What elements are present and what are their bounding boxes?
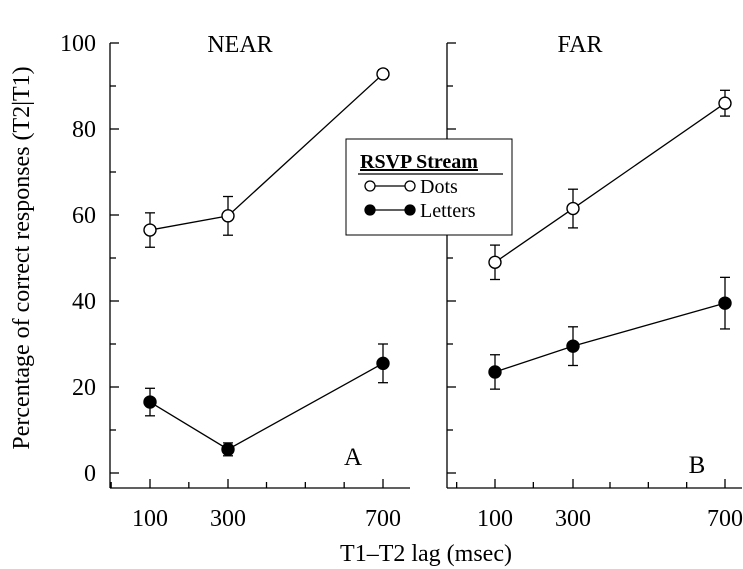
- x-axis-title: T1–T2 lag (msec): [340, 541, 512, 567]
- panel-letter: B: [689, 452, 706, 479]
- panel-title: NEAR: [207, 32, 272, 58]
- y-tick-label: 100: [60, 31, 96, 57]
- data-point-dots: [143, 223, 157, 237]
- y-tick-label: 0: [84, 461, 96, 487]
- legend-marker: [404, 204, 416, 216]
- y-tick-label: 40: [72, 289, 96, 315]
- data-point-letters: [143, 395, 157, 409]
- panel-title: FAR: [558, 32, 603, 58]
- legend-marker: [364, 180, 376, 192]
- x-tick-label: 300: [555, 506, 591, 532]
- panel-letter: A: [344, 444, 362, 471]
- series-line-letters: [149, 362, 384, 451]
- y-tick-label: 60: [72, 203, 96, 229]
- legend-label-dots: Dots: [420, 176, 458, 198]
- data-point-dots: [566, 201, 580, 216]
- legend-marker: [404, 180, 416, 192]
- data-point-letters: [221, 442, 235, 457]
- y-axis-title: Percentage of correct responses (T2|T1): [9, 66, 35, 449]
- data-point-letters: [376, 356, 390, 371]
- data-point-letters: [566, 339, 580, 353]
- x-tick-label: 300: [210, 506, 246, 532]
- series-line-letters: [494, 302, 726, 373]
- panel-a: 0 20 40 60 80 100 100 300 700 NEAR A: [60, 31, 410, 532]
- panel-b: 100 300 700 FAR B: [446, 32, 743, 532]
- y-tick-label: 20: [72, 375, 96, 401]
- data-point-letters: [488, 365, 502, 379]
- legend-label-letters: Letters: [420, 200, 476, 222]
- x-tick-label: 100: [132, 506, 168, 532]
- data-point-dots: [488, 255, 502, 269]
- x-tick-label: 700: [707, 506, 743, 532]
- x-tick-label: 100: [477, 506, 513, 532]
- legend-marker: [364, 204, 376, 216]
- legend-title: RSVP Stream: [360, 151, 478, 173]
- data-point-dots: [718, 96, 732, 110]
- data-point-letters: [718, 296, 732, 310]
- data-point-dots: [376, 67, 390, 81]
- x-tick-label: 700: [365, 506, 401, 532]
- data-point-dots: [221, 209, 235, 223]
- y-tick-label: 80: [72, 117, 96, 143]
- series-line-dots: [494, 102, 726, 263]
